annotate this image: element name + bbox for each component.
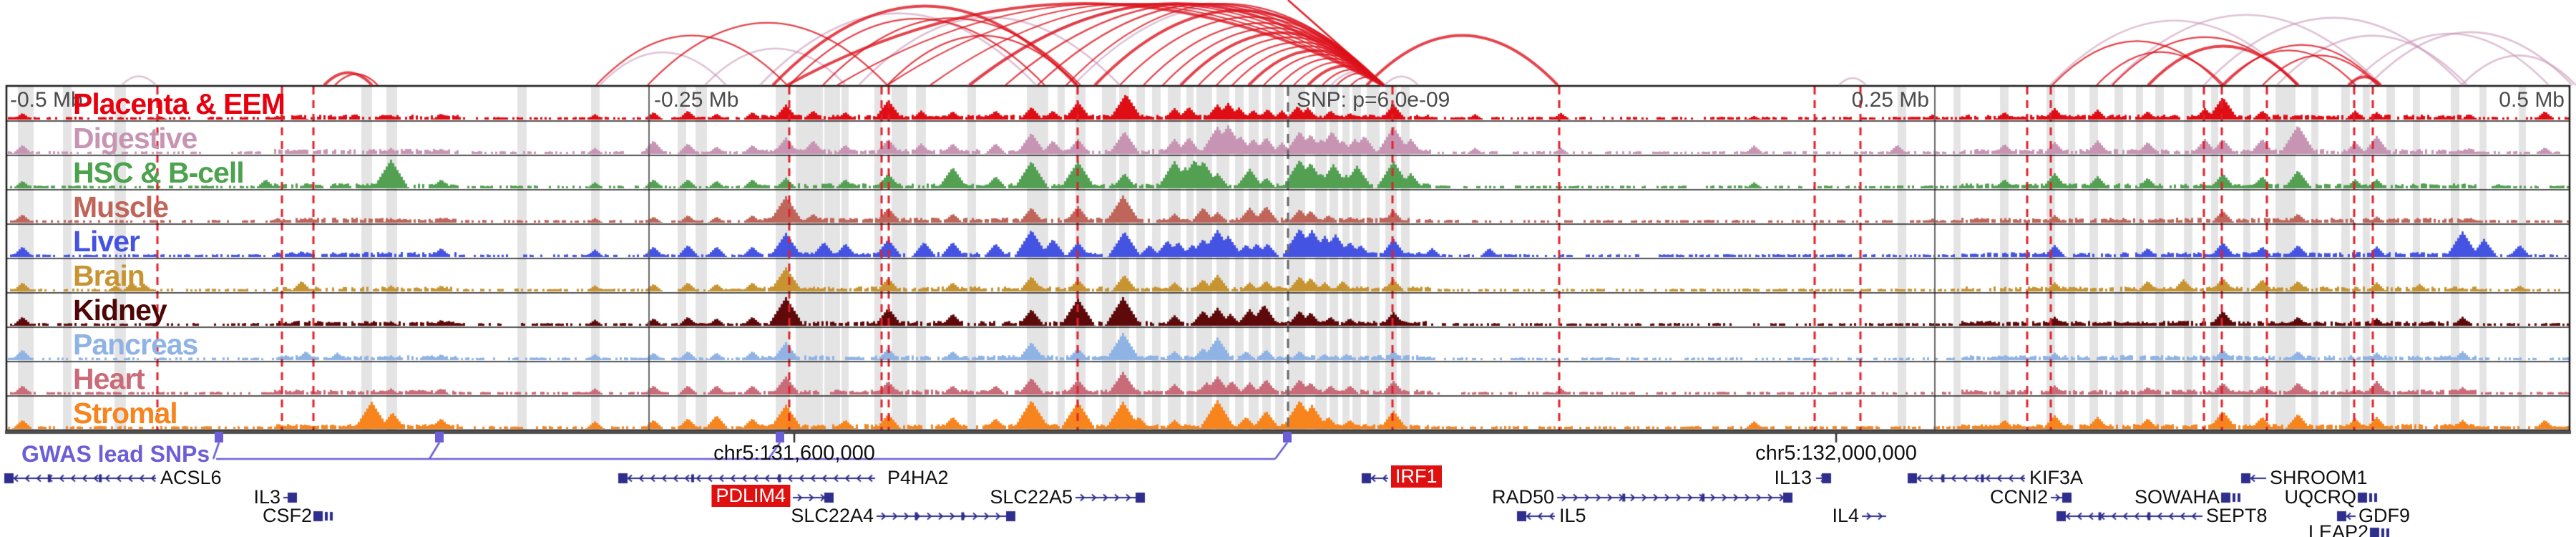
axis-label-neg-half-mb: -0.5 Mb <box>10 88 83 112</box>
track-label-pancreas: Pancreas <box>73 328 198 361</box>
gene-label-p4ha2[interactable]: P4HA2 <box>887 467 949 488</box>
gene-label-sept8[interactable]: SEPT8 <box>2206 505 2268 526</box>
gwas-lead-snp-marker[interactable] <box>215 432 223 442</box>
coordinate-label-right: chr5:132,000,000 <box>1755 442 1917 465</box>
gene-label-il3[interactable]: IL3 <box>253 486 280 508</box>
axis-label-neg-quarter-mb: -0.25 Mb <box>654 88 739 112</box>
gene-label-shroom1[interactable]: SHROOM1 <box>2270 467 2368 488</box>
gene-label-slc22a4[interactable]: SLC22A4 <box>791 505 874 526</box>
track-label-stromal: Stromal <box>73 397 178 430</box>
gwas-lead-snp-marker[interactable] <box>1283 432 1292 442</box>
gene-label-sowaha[interactable]: SOWAHA <box>2134 486 2220 508</box>
gene-label-il5[interactable]: IL5 <box>1559 505 1586 526</box>
gene-label-irf1[interactable]: IRF1 <box>1391 465 1442 488</box>
track-label-liver: Liver <box>73 225 140 258</box>
track-label-kidney: Kidney <box>73 294 167 326</box>
axis-label-pos-quarter-mb: 0.25 Mb <box>1851 88 1929 112</box>
gene-label-csf2[interactable]: CSF2 <box>262 505 312 526</box>
gene-label-gdf9[interactable]: GDF9 <box>2358 505 2411 526</box>
coordinate-label-left: chr5:131,600,000 <box>713 442 875 465</box>
gene-label-kif3a[interactable]: KIF3A <box>2029 467 2084 488</box>
gwas-lead-snp-marker[interactable] <box>435 432 444 442</box>
gene-label-il4[interactable]: IL4 <box>1832 505 1859 526</box>
gene-label-leap2[interactable]: LEAP2 <box>2308 521 2368 537</box>
gene-label-uqcrq[interactable]: UQCRQ <box>2284 486 2357 508</box>
track-label-hsc-b-cell: HSC & B-cell <box>73 156 245 189</box>
gene-label-rad50[interactable]: RAD50 <box>1491 486 1554 508</box>
gwas-lead-snps-label: GWAS lead SNPs <box>21 441 210 467</box>
axis-label-pos-half-mb: 0.5 Mb <box>2499 88 2565 112</box>
track-label-placenta-eem: Placenta & EEM <box>73 87 286 120</box>
track-label-heart: Heart <box>73 362 145 395</box>
gene-label-ccni2[interactable]: CCNI2 <box>1989 486 2048 508</box>
track-label-muscle: Muscle <box>73 190 169 223</box>
gene-label-slc22a5[interactable]: SLC22A5 <box>990 486 1073 508</box>
snp-pvalue-label: SNP: p=6.0e-09 <box>1297 88 1450 112</box>
gene-label-il13[interactable]: IL13 <box>1774 467 1812 488</box>
gene-label-acsl6[interactable]: ACSL6 <box>160 467 222 488</box>
gwas-lead-snp-marker[interactable] <box>776 432 784 442</box>
track-label-brain: Brain <box>73 259 145 292</box>
track-label-digestive: Digestive <box>73 122 197 155</box>
gene-label-pdlim4[interactable]: PDLIM4 <box>711 485 790 507</box>
